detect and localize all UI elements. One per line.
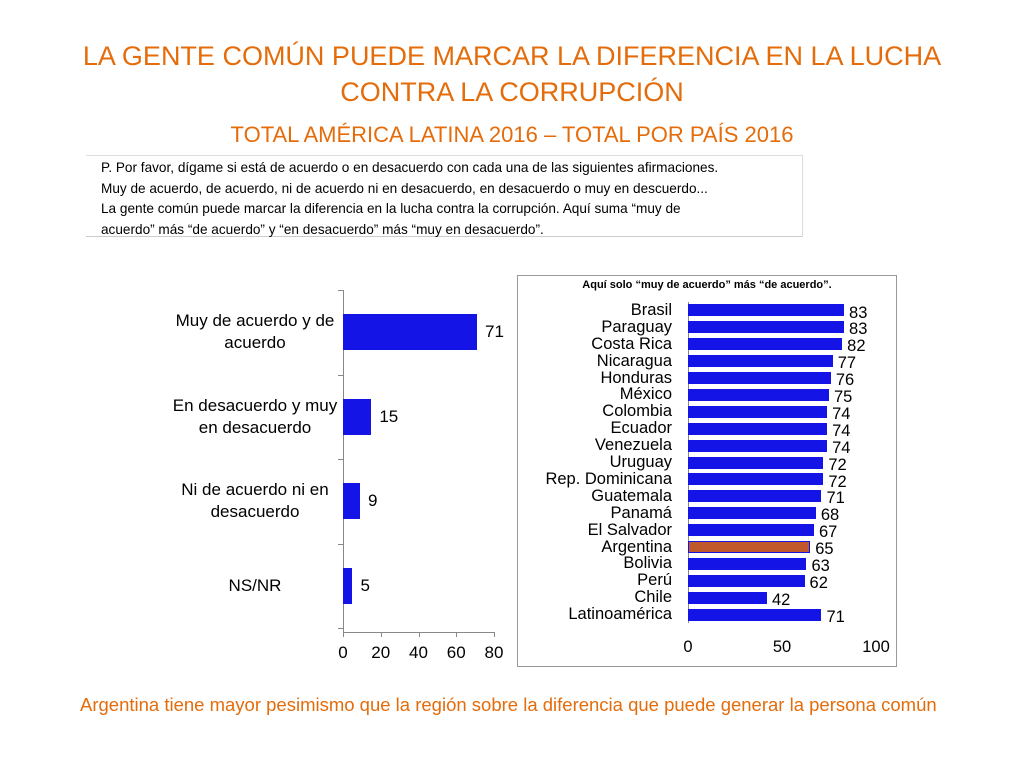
value-label: 5: [360, 575, 370, 595]
x-tick: [418, 632, 420, 637]
value-label: 83: [849, 303, 868, 322]
bar: [688, 456, 824, 469]
value-label: 74: [832, 438, 851, 457]
category-label: Rep. Dominicana: [545, 469, 672, 488]
bar: [688, 355, 833, 368]
bar: [688, 372, 831, 385]
x-tick-label: 40: [409, 643, 428, 662]
value-label: 76: [835, 371, 855, 390]
x-tick-label: 20: [371, 643, 391, 662]
bar: [688, 388, 829, 401]
slide-subtitle: TOTAL AMÉRICA LATINA 2016 – TOTAL POR PA…: [230, 122, 794, 147]
category-label: Guatemala: [591, 486, 672, 505]
category-separator: [338, 628, 343, 629]
category-label: Paraguay: [601, 317, 672, 336]
category-label: Bolivia: [623, 554, 672, 573]
value-label: 71: [826, 489, 845, 508]
value-label: 71: [826, 607, 845, 626]
category-label: Argentina: [601, 537, 672, 556]
bar: [688, 541, 811, 554]
bar: [688, 608, 822, 621]
category-label: Panamá: [610, 503, 672, 522]
category-separator: [338, 374, 343, 376]
category-label: Colombia: [602, 402, 672, 421]
category-label: Brasil: [630, 300, 672, 319]
category-label: El Salvador: [587, 520, 672, 539]
bar: [688, 473, 824, 486]
category-label: Muy de acuerdo y de acuerdo: [175, 311, 335, 353]
x-tick: [343, 632, 344, 637]
bar: [688, 439, 828, 452]
value-label: 71: [485, 322, 504, 342]
question-text: P. Por favor, dígame si está de acuerdo …: [101, 160, 719, 237]
bar: [343, 398, 372, 435]
category-label: Chile: [634, 588, 672, 607]
conclusion: Argentina tiene mayor pesimismo que la r…: [80, 694, 937, 715]
bar: [688, 304, 845, 317]
bar: [688, 405, 828, 418]
value-label: 72: [828, 472, 847, 491]
category-label: Ni de acuerdo ni en desacuerdo: [181, 480, 329, 522]
value-label: 65: [815, 540, 834, 559]
chart-title: Aquí solo “muy de acuerdo” más “de acuer…: [582, 279, 832, 291]
bar: [688, 591, 767, 604]
category-label: En desacuerdo y muy en desacuerdo: [172, 395, 338, 437]
value-label: 77: [837, 354, 857, 373]
bar: [688, 422, 828, 435]
category-label: Honduras: [600, 368, 672, 387]
bar: [343, 483, 360, 520]
bar: [688, 490, 822, 503]
x-tick: [456, 632, 458, 637]
category-separator: [338, 459, 343, 460]
value-label: 68: [820, 506, 840, 525]
bar: [688, 574, 805, 587]
value-label: 74: [832, 404, 851, 423]
bar: [688, 524, 814, 537]
bar: [688, 507, 816, 520]
value-label: 15: [379, 406, 399, 426]
category-label: Venezuela: [594, 436, 672, 455]
value-label: 67: [818, 523, 838, 542]
bar: [343, 567, 353, 604]
bar: [343, 314, 477, 351]
category-label: Uruguay: [609, 453, 672, 472]
category-label: Costa Rica: [591, 334, 672, 353]
y-axis: [343, 290, 344, 632]
category-label: México: [619, 385, 672, 404]
value-label: 9: [367, 491, 378, 511]
x-tick-label: 80: [484, 643, 504, 662]
chart-frame: [517, 275, 897, 667]
bar: [688, 557, 807, 570]
bar: [688, 321, 845, 334]
value-label: 72: [828, 455, 847, 474]
x-tick-label: 0: [683, 638, 693, 656]
value-label: 83: [849, 320, 868, 339]
question-box: [86, 155, 803, 237]
value-label: 63: [811, 557, 830, 576]
x-tick: [494, 632, 495, 637]
category-label: Perú: [637, 571, 672, 590]
x-tick-label: 100: [862, 638, 890, 656]
x-tick: [380, 632, 382, 637]
category-label: Ecuador: [610, 419, 672, 438]
category-label: Nicaragua: [596, 351, 672, 370]
value-label: 82: [847, 337, 866, 356]
category-separator: [338, 290, 343, 291]
value-label: 75: [834, 388, 853, 407]
value-label: 62: [809, 573, 828, 592]
x-tick-label: 60: [446, 643, 466, 662]
value-label: 42: [771, 590, 791, 609]
value-label: 74: [832, 421, 851, 440]
slide-title: LA GENTE COMÚN PUEDE MARCAR LA DIFERENCI…: [82, 41, 942, 107]
x-tick-label: 50: [772, 638, 792, 656]
category-separator: [338, 543, 343, 545]
category-label: NS/NR: [228, 575, 282, 595]
category-label: Latinoamérica: [568, 605, 672, 624]
bar: [688, 338, 843, 351]
x-tick-label: 0: [338, 643, 348, 662]
